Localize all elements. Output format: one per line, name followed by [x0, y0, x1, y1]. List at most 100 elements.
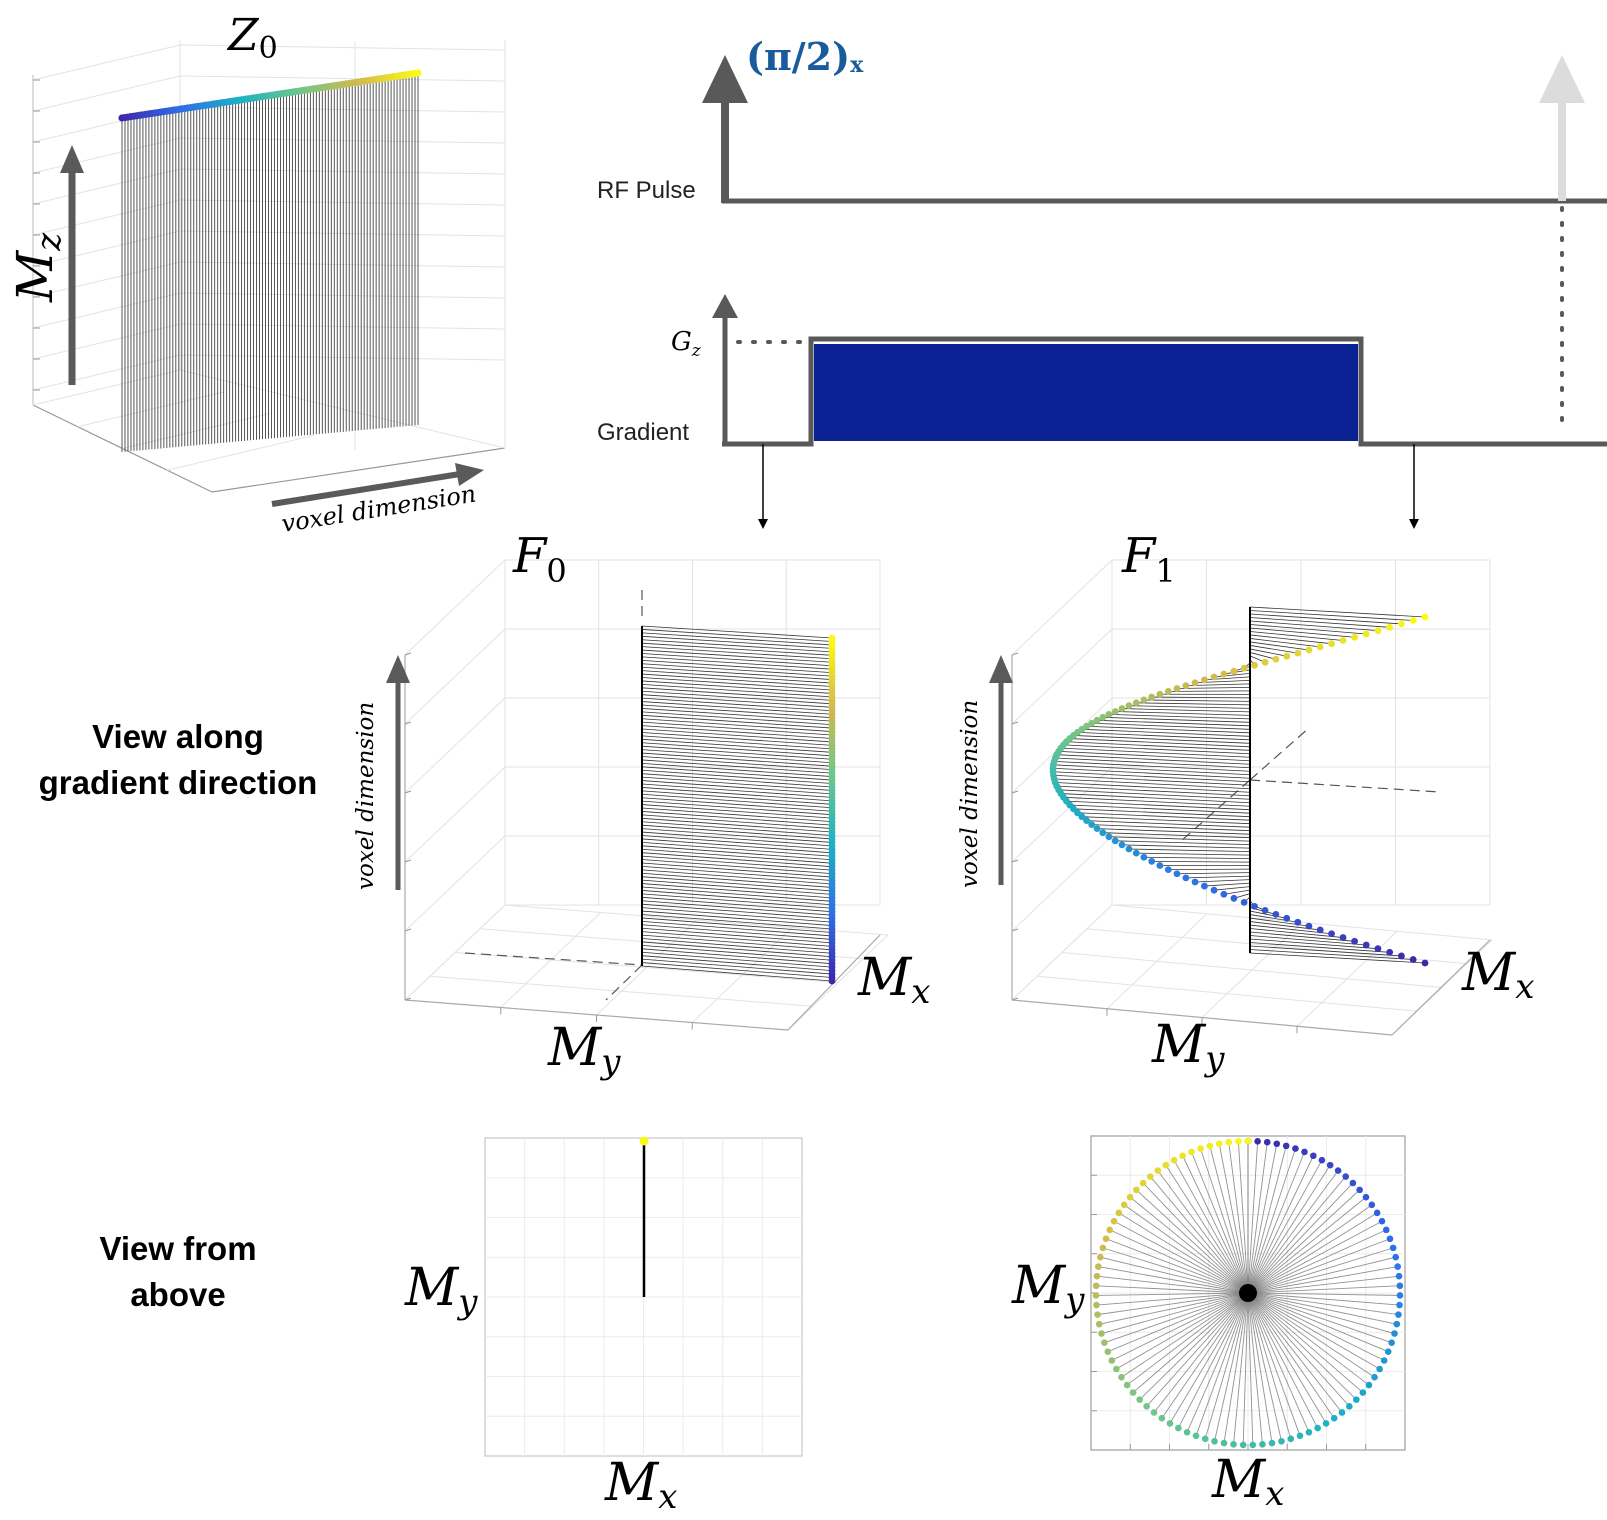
- f0-vector: [641, 635, 833, 649]
- f1-dot: [1272, 655, 1280, 663]
- top-view-f1-vector: [1242, 1292, 1249, 1445]
- f0-vector: [641, 642, 833, 656]
- f0-vector: [641, 835, 833, 850]
- f0-vector: [641, 738, 833, 753]
- top-view-f1-vector: [1247, 1292, 1399, 1316]
- top-view-f1-dot: [1396, 1301, 1403, 1309]
- f0-vector: [641, 914, 833, 930]
- f0-vector: [641, 766, 833, 781]
- f1-vector: [1102, 832, 1251, 839]
- f1-dot: [1305, 922, 1313, 930]
- f0-vector: [641, 807, 833, 823]
- top-view-f1-vector: [1247, 1292, 1263, 1445]
- top-view-f1-vector: [1247, 1292, 1335, 1419]
- f1-vector: [1053, 771, 1251, 783]
- f0-vector: [641, 797, 833, 812]
- top-view-f1-dot: [1373, 1209, 1381, 1217]
- f0-vector: [641, 666, 833, 680]
- top-view-f1-dot: [1179, 1152, 1186, 1160]
- box-tick: [404, 928, 412, 932]
- top-view-f1-vector: [1177, 1292, 1249, 1429]
- top-view-f1-vector: [1096, 1292, 1249, 1296]
- top-view-f1-vector: [1218, 1143, 1249, 1294]
- z0-gridline: [77, 391, 225, 428]
- f1-dot: [1283, 914, 1291, 922]
- f1-dot: [1261, 658, 1269, 666]
- top-view-f1-vector: [1247, 1292, 1273, 1444]
- f0-vector: [641, 745, 833, 760]
- top-view-f1-dot: [1120, 1201, 1128, 1209]
- f1-dot: [1240, 898, 1248, 906]
- z0-gridline: [179, 137, 506, 144]
- f1-vector: [1115, 840, 1251, 846]
- f0-voxel-arrow: [386, 655, 410, 890]
- top-view-f1-vector: [1247, 1292, 1400, 1296]
- f0-vector: [641, 783, 833, 798]
- top-view-f1-vector: [1223, 1292, 1249, 1444]
- f0-vector: [641, 941, 833, 958]
- top-view-f1-vector: [1099, 1292, 1249, 1325]
- f1-dot: [1251, 902, 1258, 910]
- f1-dot: [1351, 633, 1358, 641]
- top-view-f1-dot: [1146, 1173, 1154, 1180]
- top-view-f1-vector: [1096, 1292, 1249, 1306]
- f0-vectors: [641, 625, 833, 982]
- f1-dot: [1148, 857, 1156, 865]
- f0-vector: [641, 670, 833, 684]
- top-view-f1-vector: [1129, 1196, 1249, 1294]
- f1-dot: [1125, 702, 1133, 710]
- z0-gridline: [179, 292, 506, 299]
- top-view-f1-dot: [1249, 1441, 1257, 1449]
- f0-vector: [641, 958, 833, 975]
- f1-dot: [1362, 941, 1370, 949]
- gradient-axis-arrowhead: [712, 294, 738, 318]
- f1-dot: [1083, 722, 1091, 730]
- top-view-f0-my-label: My: [404, 1258, 478, 1322]
- top-view-f1-dot: [1098, 1330, 1105, 1337]
- f0-vector: [641, 721, 833, 736]
- f0-vector: [641, 938, 833, 954]
- top-view-f1-dot: [1310, 1152, 1317, 1160]
- f1-vectors: [1053, 606, 1426, 964]
- row-label-along-2: gradient direction: [39, 764, 318, 801]
- box-gridline: [504, 904, 889, 936]
- f1-dot: [1140, 696, 1148, 704]
- f1-dot: [1088, 821, 1096, 829]
- f0-vector: [641, 659, 833, 674]
- f0-vector: [641, 793, 833, 809]
- f1-vector: [1054, 778, 1251, 790]
- f0-vector: [641, 821, 833, 836]
- f0-vector: [641, 896, 833, 913]
- f1-dot: [1088, 719, 1096, 727]
- f1-vector: [1121, 844, 1251, 849]
- top-view-f1-vector: [1132, 1292, 1249, 1393]
- f0-title: F0: [512, 528, 567, 590]
- top-view-f1-dot: [1388, 1339, 1395, 1347]
- top-view-f1-dot: [1273, 1140, 1281, 1148]
- f0-vector: [641, 862, 833, 878]
- f0-vector: [641, 900, 833, 916]
- f1-dot: [1339, 934, 1347, 941]
- f1-vector: [1214, 886, 1251, 891]
- f0-vector: [641, 824, 833, 840]
- f1-vector: [1249, 638, 1321, 648]
- f0-voxel-label: voxel dimension: [353, 702, 379, 890]
- z0-gridline: [179, 199, 506, 206]
- top-view-f1-vector: [1157, 1170, 1249, 1294]
- rf-pulse-arrowhead: [702, 55, 748, 103]
- f1-dot: [1240, 664, 1248, 672]
- f0-vector: [641, 735, 833, 750]
- f1-vector: [1249, 641, 1309, 651]
- f1-dot: [1305, 646, 1313, 654]
- top-view-f1-dot: [1349, 1179, 1357, 1187]
- f1-vector: [1097, 719, 1251, 727]
- f1-dot: [1156, 862, 1164, 869]
- top-view-f1-dot: [1101, 1339, 1108, 1347]
- f1-vector: [1249, 910, 1287, 919]
- f1-vector: [1128, 848, 1251, 853]
- f0-vector: [641, 756, 833, 771]
- top-view-f1-dot: [1376, 1365, 1383, 1373]
- f1-dot: [1099, 713, 1107, 721]
- box-gridline: [404, 559, 506, 656]
